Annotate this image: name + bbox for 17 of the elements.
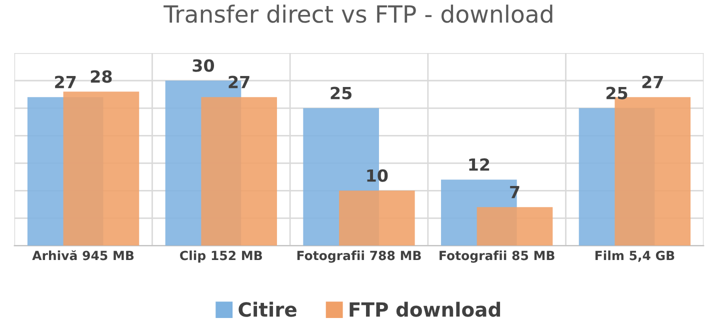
- data-label: 7: [510, 186, 520, 198]
- data-label: 12: [469, 158, 490, 171]
- data-label: 27: [228, 76, 250, 88]
- x-tick-label: Fotografii 788 MB: [297, 250, 421, 263]
- chart-title: Transfer direct vs FTP - download: [164, 4, 552, 23]
- data-label: 25: [330, 86, 352, 100]
- legend-label: FTP download: [350, 302, 500, 317]
- x-tick-label: Arhivă 945 MB: [32, 250, 134, 260]
- x-tick-label: Film 5,4 GB: [595, 250, 674, 262]
- data-label: 25: [606, 86, 628, 100]
- data-label: 30: [192, 59, 214, 72]
- x-tick-label: Clip 152 MB: [180, 250, 262, 263]
- x-tick-label: Fotografii 85 MB: [440, 250, 554, 263]
- data-label: 28: [90, 70, 112, 83]
- data-label: 27: [55, 76, 76, 88]
- legend-label: Citire: [238, 302, 296, 317]
- data-label: 27: [642, 76, 663, 88]
